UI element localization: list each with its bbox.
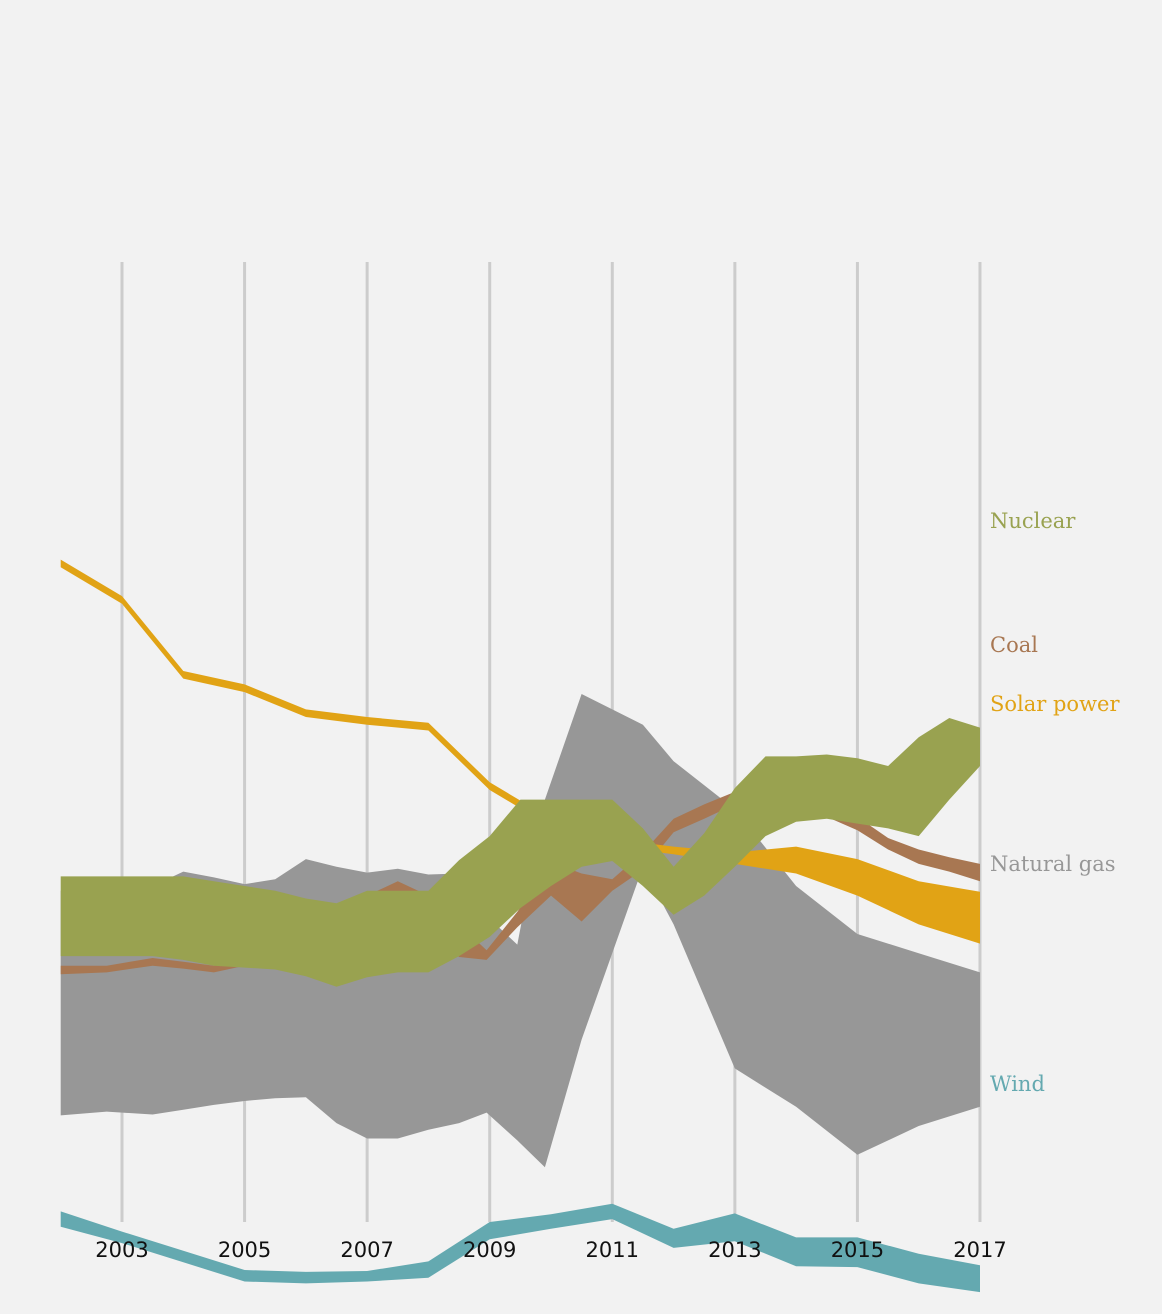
tick-label-2011: 2011: [586, 1238, 639, 1262]
series-label-natural-gas: Natural gas: [990, 852, 1116, 876]
series-label-coal: Coal: [990, 633, 1038, 657]
series-labels: Natural gas Coal Solar power Nuclear Wind: [990, 509, 1120, 1096]
tick-label-2017: 2017: [953, 1238, 1006, 1262]
series-label-wind: Wind: [990, 1072, 1045, 1096]
tick-label-2015: 2015: [831, 1238, 884, 1262]
tick-label-2013: 2013: [708, 1238, 761, 1262]
series-area-nuclear: [60, 718, 980, 987]
series-label-solar-power: Solar power: [990, 692, 1120, 716]
tick-label-2007: 2007: [340, 1238, 393, 1262]
x-axis-tick-labels: 2003 2005 2007 2009 2011 2013 2015 2017: [95, 1238, 1006, 1262]
series-areas: [60, 559, 980, 1293]
tick-label-2009: 2009: [463, 1238, 516, 1262]
series-label-nuclear: Nuclear: [990, 509, 1076, 533]
series-area-natural-gas: [60, 694, 980, 1168]
series-area-solar-power: [60, 559, 980, 944]
tick-label-2005: 2005: [218, 1238, 271, 1262]
series-area-wind: [60, 1203, 980, 1293]
tick-label-2003: 2003: [95, 1238, 148, 1262]
